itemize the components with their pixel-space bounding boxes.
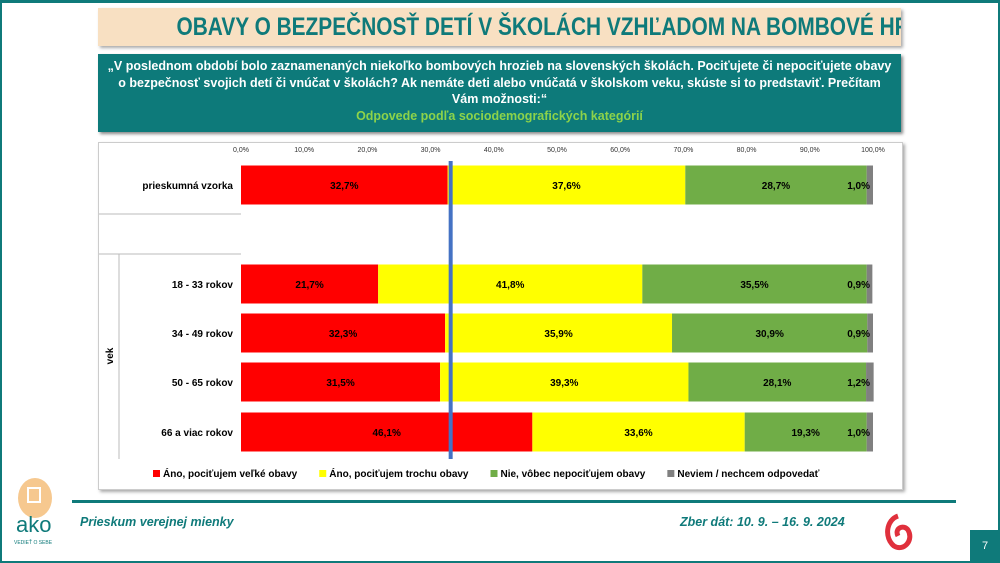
data-label: 1,0%	[847, 428, 870, 439]
legend-swatch	[667, 470, 675, 477]
logo-text: ako	[16, 512, 51, 537]
data-label: 39,3%	[550, 378, 578, 389]
data-label: 28,1%	[763, 378, 791, 389]
group-label: vek	[105, 347, 116, 364]
bar-segment	[440, 362, 689, 402]
bar-segment	[866, 362, 874, 402]
bar-segment	[241, 165, 448, 205]
tick-label: 10,0%	[294, 147, 314, 154]
bar-segment	[241, 412, 533, 452]
bar-segment	[378, 264, 643, 304]
data-label: 30,9%	[755, 329, 783, 340]
legend-swatch	[490, 470, 498, 477]
legend-label: Nie, vôbec nepociťujem obavy	[501, 469, 646, 480]
category-label: 34 - 49 rokov	[172, 329, 234, 340]
category-label: 66 a viac rokov	[161, 428, 233, 439]
tick-label: 50,0%	[547, 147, 567, 154]
bar-segment	[866, 264, 873, 304]
bar-segment	[685, 165, 867, 205]
data-label: 35,5%	[740, 280, 768, 291]
tick-label: 70,0%	[673, 147, 693, 154]
question-line: o bezpečnosť svojich detí či vnúčat v šk…	[118, 75, 881, 90]
data-label: 1,0%	[847, 181, 870, 192]
data-label: 37,6%	[552, 181, 580, 192]
data-label: 32,3%	[329, 329, 357, 340]
data-label: 32,7%	[330, 181, 358, 192]
data-label: 35,9%	[544, 329, 572, 340]
data-label: 33,6%	[624, 428, 652, 439]
tick-label: 100,0%	[861, 147, 885, 154]
question-box: „V poslednom období bolo zaznamenaných n…	[98, 54, 901, 132]
tick-label: 0,0%	[233, 147, 249, 154]
data-label: 28,7%	[762, 181, 790, 192]
legend-label: Áno, pociťujem trochu obavy	[329, 467, 469, 480]
category-label: prieskumná vzorka	[142, 181, 233, 192]
ako-logo: ako VEDIEŤ O SEBE	[14, 478, 53, 546]
legend-label: Áno, pociťujem veľké obavy	[163, 467, 298, 480]
footer-left: Prieskum verejnej mienky	[80, 515, 234, 529]
tick-label: 40,0%	[484, 147, 504, 154]
bar-segment	[866, 412, 873, 452]
bar-segment	[866, 165, 873, 205]
page-title: OBAVY O BEZPEČNOSŤ DETÍ V ŠKOLÁCH VZHĽAD…	[176, 13, 901, 41]
category-label: 50 - 65 rokov	[172, 378, 234, 389]
tick-label: 60,0%	[610, 147, 630, 154]
bar-segment	[447, 165, 686, 205]
data-label: 19,3%	[792, 428, 820, 439]
question-line: Vám možnosti:“	[451, 92, 548, 106]
logo-tagline: VEDIEŤ O SEBE	[14, 538, 53, 546]
data-label: 21,7%	[295, 280, 323, 291]
bar-segment	[642, 264, 867, 304]
title-box: OBAVY O BEZPEČNOSŤ DETÍ V ŠKOLÁCH VZHĽAD…	[98, 8, 901, 46]
bar-segment	[688, 362, 867, 402]
data-label: 0,9%	[847, 329, 870, 340]
tick-label: 20,0%	[357, 147, 377, 154]
data-label: 1,2%	[847, 378, 870, 389]
bar-segment	[744, 412, 867, 452]
data-label: 31,5%	[326, 378, 354, 389]
page-number: 7	[970, 530, 1000, 562]
chart-svg: 0,0% 10,0% 20,0% 30,0% 40,0% 50,0% 60,0% 70,0% 8…	[99, 147, 885, 480]
data-label: 46,1%	[372, 428, 400, 439]
bar-segment	[532, 412, 745, 452]
chart: 0,0% 10,0% 20,0% 30,0% 40,0% 50,0% 60,0% 70,0% 8…	[98, 142, 903, 490]
footer-divider	[72, 500, 956, 503]
category-label: 18 - 33 rokov	[172, 280, 234, 291]
question-subtitle: Odpovede podľa sociodemografických kateg…	[356, 108, 643, 123]
bar-segment	[241, 362, 441, 402]
bar-segment	[241, 264, 379, 304]
bar-segment	[867, 313, 873, 353]
spiral-logo-icon	[885, 513, 913, 550]
question-line: „V poslednom období bolo zaznamenaných n…	[107, 59, 892, 73]
bar-segment	[672, 313, 868, 353]
data-label: 41,8%	[496, 280, 524, 291]
legend-swatch	[319, 470, 327, 477]
bar-segment	[445, 313, 673, 353]
data-label: 0,9%	[847, 280, 870, 291]
footer-date: Zber dát: 10. 9. – 16. 9. 2024	[680, 515, 845, 529]
tick-label: 90,0%	[800, 147, 820, 154]
tick-label: 30,0%	[421, 147, 441, 154]
legend-label: Neviem / nechcem odpovedať	[677, 469, 819, 480]
bar-segment	[241, 313, 446, 353]
legend-swatch	[153, 470, 160, 477]
tick-label: 80,0%	[737, 147, 757, 154]
